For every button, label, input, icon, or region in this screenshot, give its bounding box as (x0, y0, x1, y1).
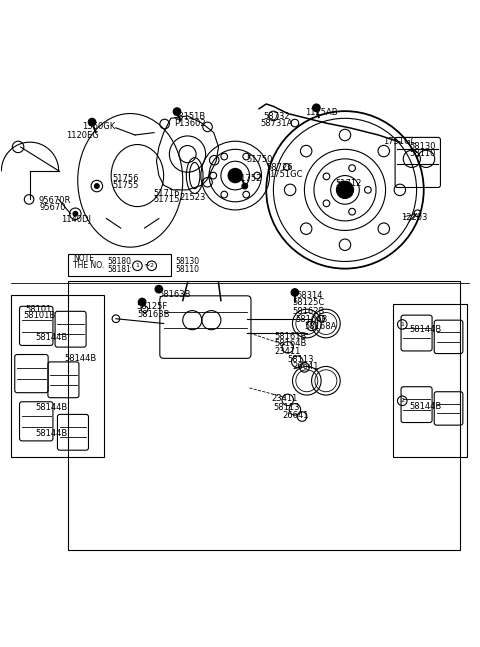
Text: 58130: 58130 (176, 258, 200, 267)
Text: 1751GC: 1751GC (383, 137, 417, 146)
Text: 58101B: 58101B (24, 311, 56, 320)
Bar (68, 281, 459, 550)
Text: 51755: 51755 (112, 181, 138, 190)
Text: 23411: 23411 (275, 347, 301, 356)
Text: 58181: 58181 (108, 265, 131, 274)
Text: THE NO.: THE NO. (73, 261, 104, 270)
Text: 58101: 58101 (25, 305, 52, 314)
Text: 58144B: 58144B (64, 355, 96, 364)
Text: 58731A: 58731A (261, 119, 293, 128)
Text: 51752: 51752 (235, 175, 262, 183)
Text: 1360GK: 1360GK (83, 122, 116, 131)
Text: 58163B: 58163B (138, 310, 170, 319)
Text: 58164B: 58164B (295, 314, 327, 324)
Text: P13602: P13602 (174, 119, 206, 128)
Text: 26641: 26641 (292, 362, 319, 371)
Text: 58180: 58180 (108, 258, 132, 267)
Text: 58113: 58113 (274, 402, 300, 411)
Text: 1: 1 (135, 263, 139, 269)
Text: 58162B: 58162B (292, 307, 325, 316)
Bar (393, 304, 467, 457)
Text: 51750: 51750 (247, 155, 273, 164)
Text: 58110: 58110 (409, 149, 436, 158)
Text: 95670R: 95670R (38, 196, 71, 205)
Text: 58113: 58113 (288, 355, 314, 364)
Text: 58151B: 58151B (173, 112, 205, 121)
Text: 58130: 58130 (409, 142, 436, 151)
Text: NOTE: NOTE (73, 254, 94, 263)
Text: 58161B: 58161B (275, 332, 307, 341)
Text: 58125C: 58125C (292, 298, 325, 307)
Text: 95670: 95670 (39, 203, 66, 212)
Circle shape (88, 118, 96, 126)
Text: 1: 1 (400, 322, 404, 327)
Text: :: : (129, 261, 134, 270)
Text: 58144B: 58144B (36, 404, 68, 413)
Text: 2: 2 (150, 263, 154, 269)
Circle shape (312, 104, 320, 112)
Text: 58144B: 58144B (36, 429, 68, 438)
Text: 21523: 21523 (180, 193, 206, 203)
Text: 1125AB: 1125AB (305, 107, 337, 116)
Text: 2: 2 (400, 399, 404, 403)
Text: 58164B: 58164B (275, 339, 307, 348)
Text: 58732: 58732 (264, 113, 290, 122)
Circle shape (291, 289, 299, 296)
Circle shape (138, 298, 146, 306)
Text: 58726: 58726 (267, 163, 293, 172)
Text: 58163B: 58163B (159, 291, 192, 300)
Circle shape (155, 285, 163, 293)
Text: 58314: 58314 (296, 291, 323, 300)
Circle shape (228, 168, 242, 182)
Text: 1140DJ: 1140DJ (61, 215, 91, 224)
Circle shape (242, 183, 248, 189)
Text: 58125F: 58125F (136, 302, 167, 311)
Circle shape (95, 184, 99, 188)
Text: 51716: 51716 (153, 189, 180, 198)
Text: 51712: 51712 (336, 179, 362, 188)
Text: 23411: 23411 (271, 395, 298, 403)
Text: 58144B: 58144B (36, 333, 68, 342)
Text: 12203: 12203 (401, 213, 428, 221)
Text: ~: ~ (144, 261, 150, 270)
Bar (11, 295, 104, 457)
Circle shape (173, 108, 181, 115)
Text: 1120EG: 1120EG (66, 131, 98, 140)
Circle shape (336, 181, 354, 199)
Text: 58144B: 58144B (409, 402, 442, 411)
Circle shape (73, 212, 78, 216)
Text: 26641: 26641 (282, 411, 309, 420)
Text: 58110: 58110 (176, 265, 200, 274)
Text: 51715: 51715 (153, 195, 180, 204)
Text: 51756: 51756 (112, 175, 139, 183)
Text: 1751GC: 1751GC (269, 170, 302, 179)
Text: 58168A: 58168A (304, 322, 337, 331)
Text: 58144B: 58144B (409, 325, 442, 334)
